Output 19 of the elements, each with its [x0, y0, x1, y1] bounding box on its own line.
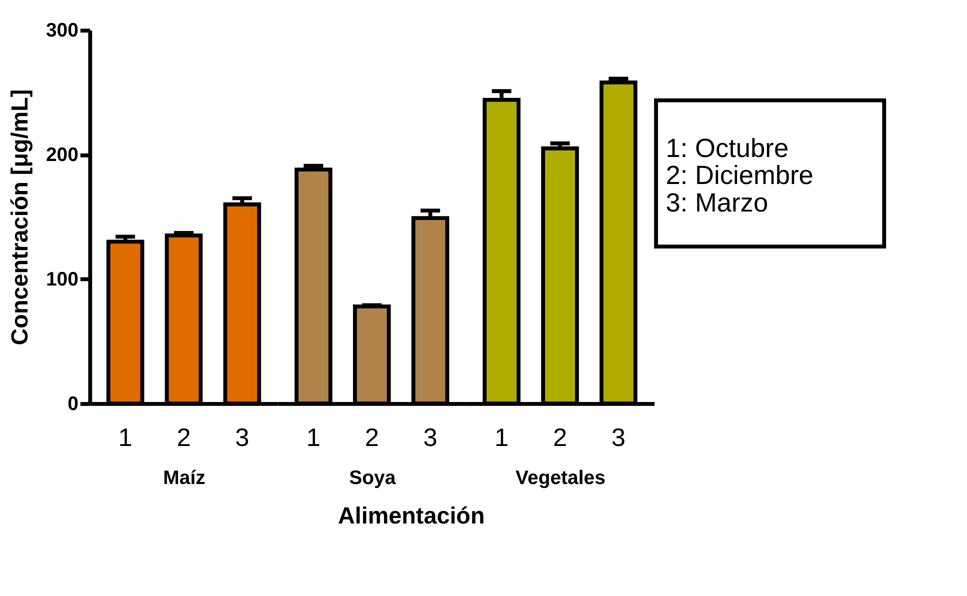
- x-tick-label: 1: [306, 424, 321, 452]
- y-tick-label: 200: [46, 144, 79, 166]
- y-tick-label: 0: [68, 392, 79, 415]
- y-tick-label: 300: [46, 19, 79, 42]
- x-tick-label: 1: [118, 424, 132, 452]
- x-tick-label: 3: [611, 424, 626, 452]
- y-tick-label: 100: [46, 268, 79, 290]
- x-tick-label: 2: [552, 424, 568, 452]
- x-tick-label: 1: [494, 424, 509, 452]
- text: Alimentación: [338, 502, 485, 528]
- x-tick-label: 3: [423, 424, 438, 452]
- x-tick-label: 3: [235, 424, 250, 452]
- text: 1: Octubre: [666, 132, 789, 163]
- x-tick-label: 2: [364, 424, 379, 452]
- x-axis-title: Maíz: [163, 466, 206, 489]
- y-axis-title: Concentración [μg/mL]: [6, 89, 32, 346]
- x-tick-label: 2: [176, 424, 191, 452]
- x-axis-title: Soya: [349, 466, 396, 489]
- x-axis-title: Vegetales: [516, 466, 606, 489]
